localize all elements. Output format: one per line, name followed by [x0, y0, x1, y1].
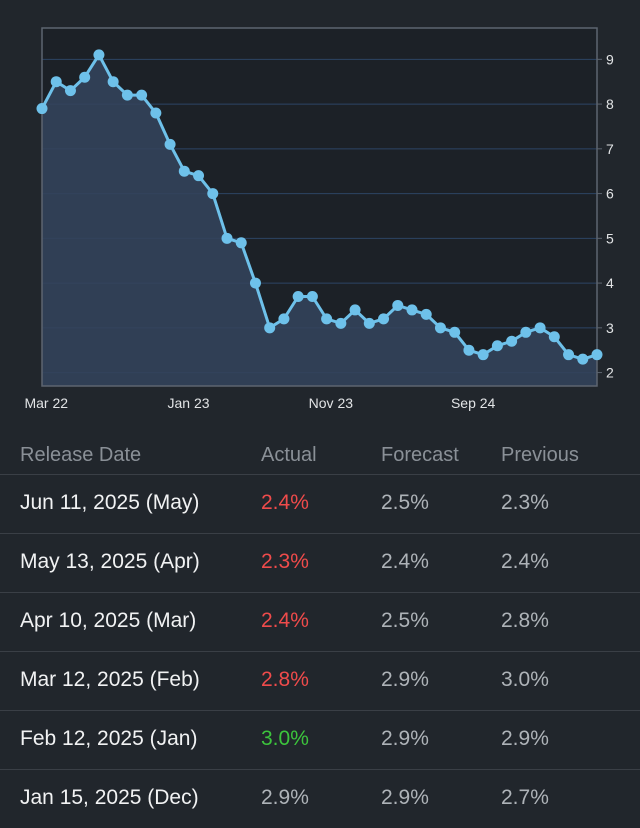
data-point[interactable] — [292, 291, 304, 302]
data-point[interactable] — [221, 232, 233, 244]
data-point[interactable] — [150, 107, 162, 119]
data-point[interactable] — [64, 85, 76, 97]
actual-cell: 2.8% — [261, 668, 309, 691]
data-point[interactable] — [193, 170, 205, 182]
data-point[interactable] — [420, 308, 432, 320]
data-point[interactable] — [563, 349, 575, 361]
data-point[interactable] — [50, 76, 62, 88]
forecast-cell: 2.9% — [381, 786, 429, 809]
y-tick-label: 9 — [606, 51, 614, 67]
data-point[interactable] — [136, 89, 148, 101]
data-point[interactable] — [264, 322, 276, 334]
data-point[interactable] — [406, 304, 418, 316]
data-point[interactable] — [178, 165, 190, 177]
previous-cell: 2.8% — [501, 609, 549, 632]
data-point[interactable] — [321, 313, 333, 325]
forecast-cell: 2.9% — [381, 727, 429, 750]
x-tick-label: Mar 22 — [24, 395, 68, 411]
release-date-cell: Apr 10, 2025 (Mar) — [20, 609, 197, 632]
data-point[interactable] — [477, 349, 489, 361]
data-point[interactable] — [335, 317, 347, 329]
data-point[interactable] — [164, 138, 176, 150]
data-point[interactable] — [349, 304, 361, 316]
data-point[interactable] — [107, 76, 119, 88]
y-tick-label: 4 — [606, 275, 614, 291]
data-point[interactable] — [534, 322, 546, 334]
release-table: Release Date Actual Forecast Previous Ju… — [0, 432, 640, 828]
previous-cell: 2.3% — [501, 491, 549, 514]
x-tick-label: Sep 24 — [451, 395, 496, 411]
table-row[interactable]: Jan 15, 2025 (Dec) 2.9% 2.9% 2.7% — [0, 769, 640, 828]
actual-cell: 2.3% — [261, 550, 309, 573]
y-tick-label: 6 — [606, 186, 614, 202]
y-tick-label: 2 — [606, 365, 614, 381]
data-point[interactable] — [520, 326, 532, 338]
data-point[interactable] — [121, 89, 133, 101]
data-point[interactable] — [506, 335, 518, 347]
data-point[interactable] — [577, 353, 589, 365]
forecast-cell: 2.9% — [381, 668, 429, 691]
forecast-cell: 2.4% — [381, 550, 429, 573]
forecast-cell: 2.5% — [381, 609, 429, 632]
actual-cell: 3.0% — [261, 727, 309, 750]
y-tick-label: 7 — [606, 141, 614, 157]
release-date-cell: Jan 15, 2025 (Dec) — [20, 786, 199, 809]
header-actual[interactable]: Actual — [261, 444, 317, 466]
release-date-cell: Jun 11, 2025 (May) — [20, 491, 200, 514]
table-row[interactable]: Apr 10, 2025 (Mar) 2.4% 2.5% 2.8% — [0, 592, 640, 651]
previous-cell: 3.0% — [501, 668, 549, 691]
series-line — [40, 53, 598, 361]
header-forecast[interactable]: Forecast — [381, 444, 459, 466]
previous-cell: 2.7% — [501, 786, 549, 809]
data-point[interactable] — [548, 331, 560, 343]
header-release-date[interactable]: Release Date — [20, 444, 142, 466]
table-row[interactable]: Jun 11, 2025 (May) 2.4% 2.5% 2.3% — [0, 474, 640, 533]
area-fill — [42, 54, 597, 386]
release-date-cell: Feb 12, 2025 (Jan) — [20, 727, 198, 750]
actual-cell: 2.4% — [261, 609, 309, 632]
actual-cell: 2.4% — [261, 491, 309, 514]
data-point[interactable] — [207, 188, 219, 200]
table-row[interactable]: May 13, 2025 (Apr) 2.3% 2.4% 2.4% — [0, 533, 640, 592]
data-point[interactable] — [235, 237, 247, 249]
data-point[interactable] — [449, 326, 461, 338]
y-tick-label: 3 — [606, 320, 614, 336]
y-tick-label: 5 — [606, 230, 614, 246]
y-tick-label: 8 — [606, 96, 614, 112]
table-row[interactable]: Mar 12, 2025 (Feb) 2.8% 2.9% 3.0% — [0, 651, 640, 710]
data-point[interactable] — [463, 344, 475, 356]
forecast-cell: 2.5% — [381, 491, 429, 514]
previous-cell: 2.4% — [501, 550, 549, 573]
previous-cell: 2.9% — [501, 727, 549, 750]
data-point[interactable] — [306, 291, 318, 302]
data-point[interactable] — [491, 340, 503, 352]
table-row[interactable]: Feb 12, 2025 (Jan) 3.0% 2.9% 2.9% — [0, 710, 640, 769]
data-point[interactable] — [79, 71, 91, 83]
data-point[interactable] — [278, 313, 290, 325]
data-point[interactable] — [249, 277, 261, 289]
plot-frame — [41, 27, 598, 387]
data-point[interactable] — [434, 322, 446, 334]
header-previous[interactable]: Previous — [501, 444, 579, 466]
x-tick-label: Nov 23 — [309, 395, 354, 411]
data-point[interactable] — [363, 317, 375, 329]
data-point[interactable] — [378, 313, 390, 325]
data-point[interactable] — [36, 103, 48, 115]
release-date-cell: Mar 12, 2025 (Feb) — [20, 668, 200, 691]
chart-svg[interactable]: 2 3 4 5 6 7 8 9 Mar 22 Jan 23 Nov 23 Sep 24 — [0, 0, 640, 430]
data-point[interactable] — [591, 349, 603, 361]
actual-cell: 2.9% — [261, 786, 309, 809]
cpi-chart[interactable]: 2 3 4 5 6 7 8 9 Mar 22 Jan 23 Nov 23 Sep 24 — [0, 0, 640, 430]
table-header: Release Date Actual Forecast Previous — [0, 432, 640, 474]
data-point[interactable] — [93, 49, 105, 61]
release-date-cell: May 13, 2025 (Apr) — [20, 550, 200, 573]
x-tick-label: Jan 23 — [168, 395, 210, 411]
data-point[interactable] — [392, 299, 404, 311]
